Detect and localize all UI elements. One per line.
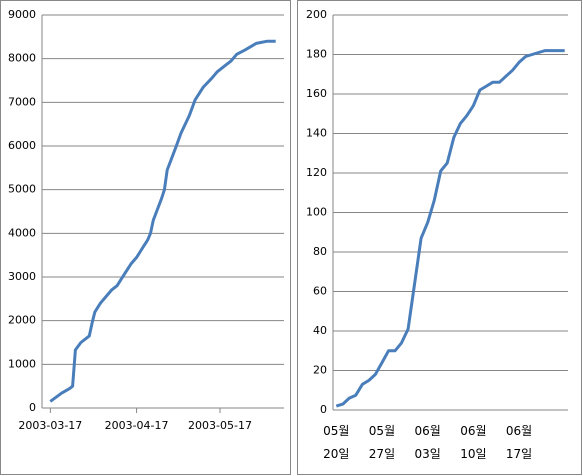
- y-tick-label: 100: [306, 206, 327, 219]
- y-tick-label: 180: [306, 48, 327, 61]
- y-tick-label: 9000: [8, 8, 36, 21]
- y-tick-label: 200: [306, 8, 327, 21]
- y-tick-label: 60: [313, 285, 327, 298]
- y-tick-label: 8000: [8, 52, 36, 65]
- x-tick-label: 2003-04-17: [105, 419, 169, 432]
- y-tick-label: 3000: [8, 270, 36, 283]
- y-tick-label: 7000: [8, 95, 36, 108]
- x-tick-label: 06월 10일: [460, 424, 487, 461]
- y-tick-label: 1000: [8, 357, 36, 370]
- right-panel: [297, 0, 582, 475]
- y-tick-label: 160: [306, 87, 327, 100]
- x-tick-label: 06월 03일: [414, 424, 441, 461]
- x-tick-label: 05월 20일: [323, 424, 350, 461]
- y-tick-label: 4000: [8, 226, 36, 239]
- y-tick-label: 120: [306, 166, 327, 179]
- y-tick-label: 80: [313, 245, 327, 258]
- x-tick-label: 05월 27일: [368, 424, 396, 461]
- y-tick-label: 40: [313, 324, 327, 337]
- y-tick-label: 20: [313, 364, 327, 377]
- y-tick-label: 0: [29, 401, 36, 414]
- data-line: [49, 39, 276, 403]
- y-tick-label: 140: [306, 127, 327, 140]
- data-line: [335, 49, 565, 408]
- x-tick-label: 06월 17일: [505, 424, 533, 461]
- left-panel: [0, 0, 291, 475]
- y-tick-label: 2000: [8, 314, 36, 327]
- y-tick-label: 5000: [8, 183, 36, 196]
- x-tick-label: 2003-05-17: [188, 419, 252, 432]
- x-tick-label: 2003-03-17: [18, 419, 82, 432]
- y-tick-label: 0: [320, 403, 327, 416]
- y-tick-label: 6000: [8, 139, 36, 152]
